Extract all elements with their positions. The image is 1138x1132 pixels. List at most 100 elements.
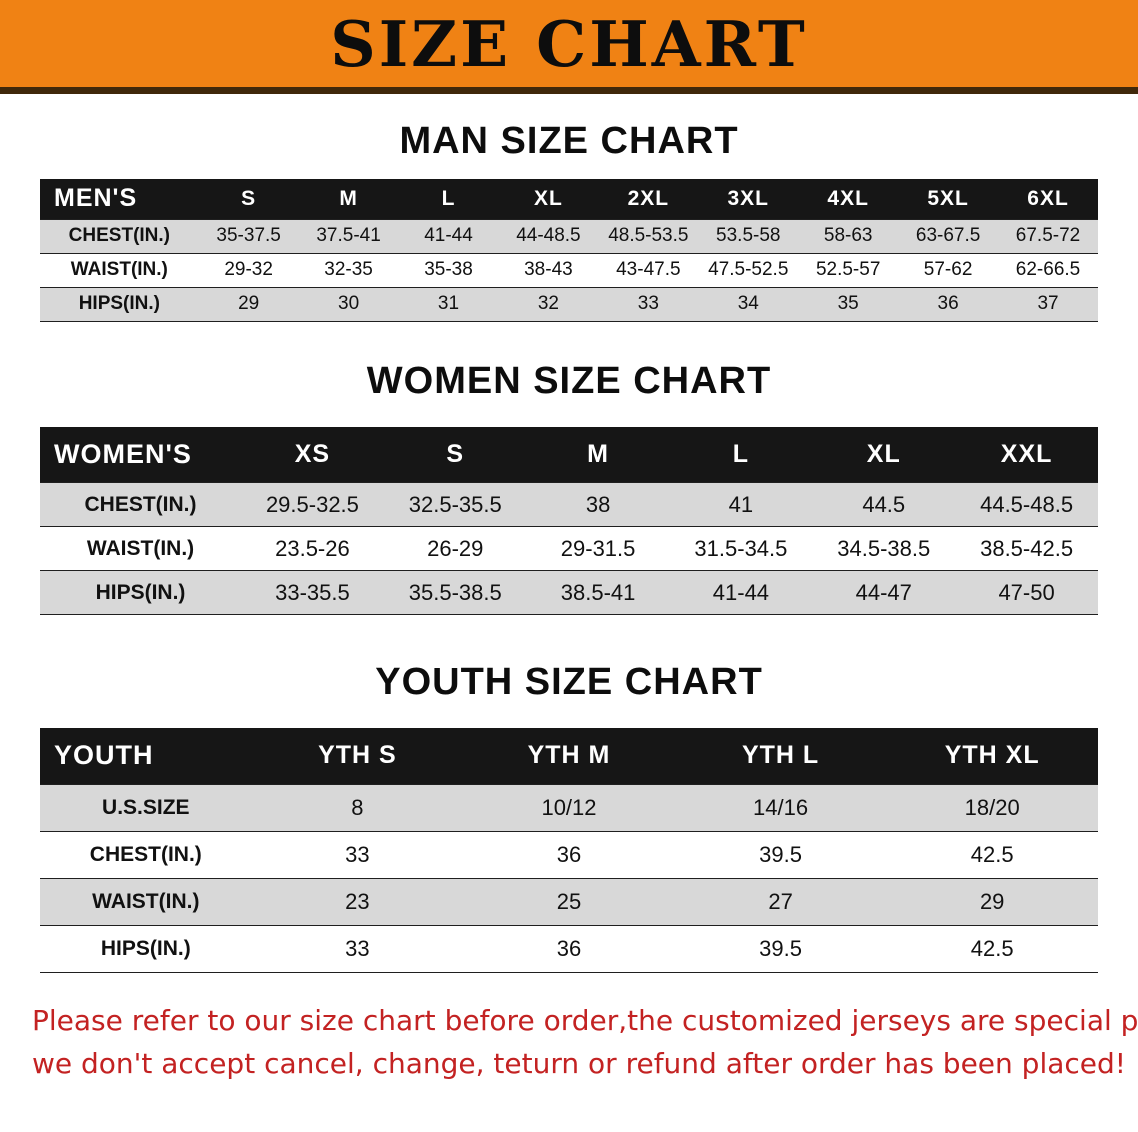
column-header: XS [241,426,384,483]
size-value-cell: 44-48.5 [516,225,581,246]
size-value-cell: 18/20 [964,794,1020,820]
size-value-cell: 44.5-48.5 [980,491,1074,517]
column-header: M [526,426,670,483]
size-value-cell: 41-44 [712,579,770,605]
size-value-cell: 41-44 [424,225,473,246]
size-value-cell: 29 [979,888,1005,914]
size-value-cell: 27 [768,888,793,914]
column-header: YTH XL [886,728,1098,784]
size-value-cell: 33-35.5 [275,579,350,605]
size-value-cell: 33 [637,293,659,314]
size-value-cell: 42.5 [970,841,1014,867]
size-value-cell: 34 [737,293,759,314]
table-row: CHEST(IN.) 35-37.5 37.5-41 41-44 44-48.5 48.5… [40,219,1098,253]
column-header: YTH M [463,728,675,784]
size-value-cell: 38 [585,491,611,517]
youth-section: YOUTH SIZE CHART YOUTH YTH S YTH M YTH L YTH… [0,661,1138,973]
column-header: L [398,179,499,219]
table-row: HIPS(IN.) 33-35.5 35.5-38.5 38.5-41 41-44 44-… [40,570,1098,615]
size-value-cell: 42.5 [970,935,1014,961]
women-section: WOMEN SIZE CHART WOMEN'S XS S M L XL XXL CHEST(… [0,360,1138,616]
row-label: CHEST(IN.) [68,225,170,246]
women-size-table: WOMEN'S XS S M L XL XXL CHEST(IN.) 29.5-32.5 32.5… [40,426,1098,616]
column-header: 4XL [798,179,899,219]
table-header-row: YOUTH YTH S YTH M YTH L YTH XL [40,728,1098,784]
size-value-cell: 36 [937,293,959,314]
size-value-cell: 63-67.5 [915,225,981,246]
size-value-cell: 33 [345,841,370,867]
size-value-cell: 57-62 [923,259,973,280]
men-size-table: MEN'S S M L XL 2XL 3XL 4XL 5XL 6XL CHEST(IN.) 35-37… [40,179,1098,322]
column-header: L [669,426,813,483]
row-label: HIPS(IN.) [100,936,191,960]
table-row: CHEST(IN.) 29.5-32.5 32.5-35.5 38 41 44.5 44.5… [40,482,1098,527]
size-value-cell: 38-43 [524,259,573,280]
size-value-cell: 35.5-38.5 [408,579,502,605]
column-header: 2XL [598,179,699,219]
size-value-cell: 33 [345,935,370,961]
size-value-cell: 23 [345,888,370,914]
size-value-cell: 29-31.5 [560,535,636,561]
size-value-cell: 39.5 [759,841,802,867]
size-value-cell: 47.5-52.5 [708,259,789,280]
row-label: HIPS(IN.) [78,293,160,314]
size-value-cell: 25 [556,888,582,914]
table-header-row: MEN'S S M L XL 2XL 3XL 4XL 5XL 6XL [40,179,1098,219]
size-value-cell: 37.5-41 [316,225,381,246]
size-value-cell: 29-32 [224,259,273,280]
size-value-cell: 44-47 [855,579,912,605]
size-value-cell: 47-50 [998,579,1055,605]
order-note-line-2: we don't accept cancel, change, teturn o… [32,1046,1127,1080]
table-row: CHEST(IN.) 33 36 39.5 42.5 [40,831,1098,878]
order-note: Please refer to our size chart before or… [32,999,1138,1086]
column-header: 5XL [898,179,999,219]
column-header: M [298,179,399,219]
column-header: 3XL [698,179,799,219]
size-value-cell: 43-47.5 [616,259,681,280]
size-value-cell: 53.5-58 [716,225,781,246]
size-value-cell: 41 [728,491,754,517]
size-value-cell: 52.5-57 [815,259,881,280]
table-row: WAIST(IN.) 23 25 27 29 [40,878,1098,925]
size-value-cell: 32-35 [324,259,373,280]
men-section: MAN SIZE CHART MEN'S S M L XL 2XL 3XL 4XL 5XL 6XL… [0,120,1138,322]
size-value-cell: 31 [437,293,460,314]
size-value-cell: 37 [1037,293,1059,314]
size-value-cell: 38.5-41 [560,579,636,605]
size-value-cell: 23.5-26 [275,535,350,561]
size-value-cell: 32.5-35.5 [408,491,502,517]
page-title: SIZE CHART [330,6,808,81]
row-label: U.S.SIZE [102,795,190,819]
table-corner-label: YOUTH [40,728,252,784]
size-value-cell: 58-63 [823,225,873,246]
table-header-row: WOMEN'S XS S M L XL XXL [40,426,1098,483]
table-row: HIPS(IN.) 29 30 31 32 33 34 35 36 37 [40,287,1098,321]
size-value-cell: 35-37.5 [216,225,281,246]
row-label: WAIST(IN.) [86,536,195,560]
column-header: YTH S [251,728,464,784]
order-note-line-1: Please refer to our size chart before or… [32,1003,1138,1037]
row-label: CHEST(IN.) [84,492,197,516]
size-value-cell: 34.5-38.5 [837,535,931,561]
table-corner-label: MEN'S [40,179,199,219]
size-value-cell: 31.5-34.5 [694,535,788,561]
column-header: 6XL [998,179,1098,219]
size-value-cell: 8 [351,794,364,820]
banner: SIZE CHART [0,0,1138,94]
size-value-cell: 39.5 [759,935,802,961]
row-label: WAIST(IN.) [92,889,200,913]
size-value-cell: 14/16 [753,794,809,820]
row-label: HIPS(IN.) [95,580,186,604]
table-row: WAIST(IN.) 23.5-26 26-29 29-31.5 31.5-34.5 34… [40,526,1098,571]
size-value-cell: 38.5-42.5 [980,535,1074,561]
table-row: WAIST(IN.) 29-32 32-35 35-38 38-43 43-47.5 47.… [40,253,1098,287]
column-header: S [383,426,527,483]
youth-section-heading: YOUTH SIZE CHART [375,661,763,703]
column-header: XL [812,426,956,483]
women-section-heading: WOMEN SIZE CHART [366,359,772,402]
size-value-cell: 36 [556,841,582,867]
size-value-cell: 35-38 [424,259,473,280]
size-value-cell: 48.5-53.5 [608,225,689,246]
column-header: YTH L [674,728,887,784]
